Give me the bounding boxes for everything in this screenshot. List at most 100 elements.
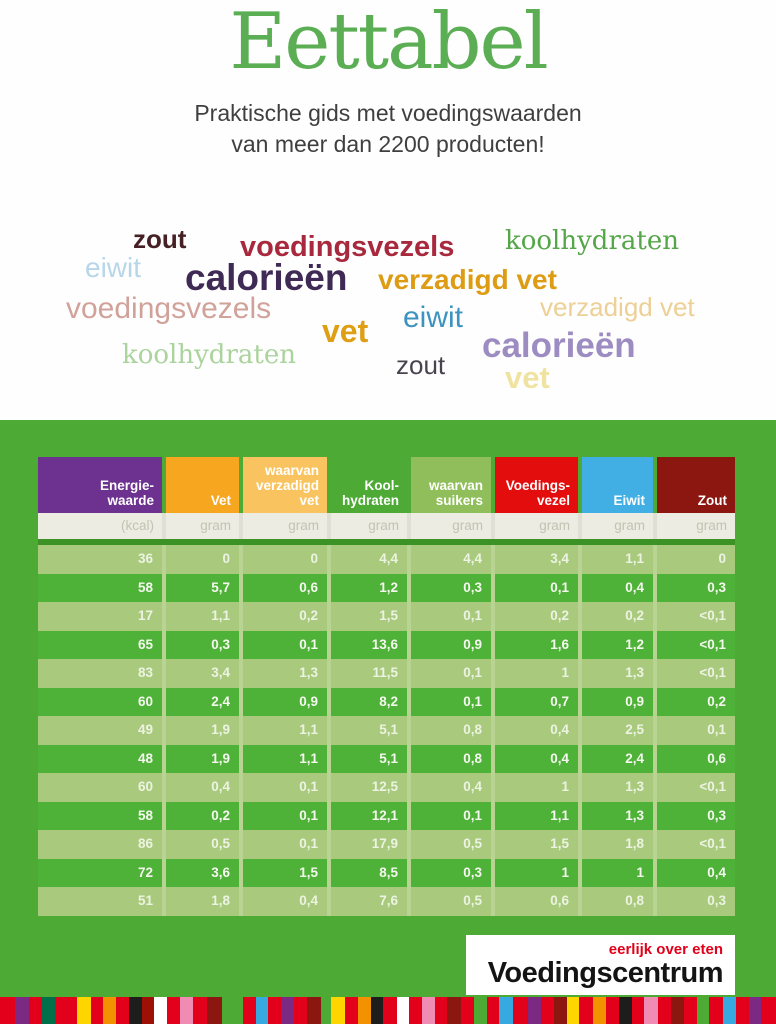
stripe	[421, 997, 435, 1024]
table-cell: 0,2	[243, 602, 327, 631]
table-cell: 72	[38, 858, 162, 887]
stripe	[735, 997, 749, 1024]
table-cell: 1,9	[166, 744, 239, 773]
table-cell: 0,1	[243, 801, 327, 830]
table-cell: 1,8	[582, 830, 653, 859]
stripe	[658, 997, 671, 1024]
stripe	[566, 997, 580, 1024]
subtitle-line-2: van meer dan 2200 producten!	[231, 130, 545, 157]
stripe	[331, 997, 346, 1024]
units-row: (kcal) gram gram gram gram gram gram gram	[38, 513, 735, 539]
table-cell: 3,6	[166, 858, 239, 887]
stripe	[408, 997, 422, 1024]
table-cell: 0,4	[495, 716, 578, 745]
column-header: Energie-waarde	[38, 457, 162, 513]
table-cell: 0,6	[495, 887, 578, 916]
table-cell: 51	[38, 887, 162, 916]
unit-cell: gram	[495, 513, 578, 539]
logo-tagline: eerlijk over eten	[608, 940, 723, 958]
word-cloud-word: zout	[396, 350, 446, 380]
table-cell: 0,1	[495, 573, 578, 602]
table-cell: 0,3	[657, 887, 735, 916]
unit-cell: gram	[243, 513, 327, 539]
stripe	[192, 997, 207, 1024]
stripe	[141, 997, 155, 1024]
word-cloud-word: verzadigd vet	[540, 292, 695, 322]
table-cell: 1	[582, 858, 653, 887]
stripe	[370, 997, 384, 1024]
table-cell: 1,5	[331, 602, 407, 631]
table-cell: 0,3	[657, 801, 735, 830]
table-cell: <0,1	[657, 830, 735, 859]
table-cell: <0,1	[657, 602, 735, 631]
table-cell: 1,9	[166, 716, 239, 745]
table-cell: 2,4	[582, 744, 653, 773]
stripe	[631, 997, 645, 1024]
green-table-panel: Energie-waarde Vet waarvan verzadigd vet Kool…	[0, 420, 776, 997]
table-cell: 0,1	[243, 830, 327, 859]
table-cell: 0,4	[243, 887, 327, 916]
table-cell: 0,4	[582, 573, 653, 602]
stripe	[683, 997, 697, 1024]
table-cell: 86	[38, 830, 162, 859]
stripe	[541, 997, 554, 1024]
table-cell: 0,3	[411, 858, 491, 887]
table-cell: 1,1	[166, 602, 239, 631]
stripe	[473, 997, 487, 1024]
table-cell: 1	[495, 858, 578, 887]
table-cell: 1,2	[582, 630, 653, 659]
table-row: 83 3,4 1,3 11,5 0,1 1 1,3 <0,1	[38, 659, 735, 688]
table-cell: <0,1	[657, 630, 735, 659]
table-cell: 0,1	[411, 801, 491, 830]
table-cell: 0,1	[243, 630, 327, 659]
word-cloud-word: eiwit	[85, 252, 142, 283]
column-header: Voedings-vezel	[495, 457, 578, 513]
table-cell: 2,4	[166, 687, 239, 716]
table-cell: 58	[38, 801, 162, 830]
word-cloud-word: voedingsvezels	[66, 292, 272, 325]
table-cell: 1,3	[582, 659, 653, 688]
table-row: 36 0 0 4,4 4,4 3,4 1,1 0	[38, 545, 735, 574]
table-cell: 0	[657, 545, 735, 574]
unit-cell: gram	[166, 513, 239, 539]
stripe	[761, 997, 776, 1024]
stripe	[499, 997, 514, 1024]
stripe	[281, 997, 294, 1024]
stripe	[447, 997, 462, 1024]
stripe	[670, 997, 684, 1024]
stripe	[179, 997, 193, 1024]
table-cell: 17	[38, 602, 162, 631]
word-cloud-word: koolhydraten	[505, 226, 679, 256]
stripe	[397, 997, 409, 1024]
table-cell: <0,1	[657, 773, 735, 802]
stripe	[553, 997, 567, 1024]
table-cell: 5,1	[331, 716, 407, 745]
table-cell: 1	[495, 773, 578, 802]
table-cell: 1,3	[582, 773, 653, 802]
table-cell: 60	[38, 687, 162, 716]
table-cell: 0,2	[495, 602, 578, 631]
table-cell: 48	[38, 744, 162, 773]
stripe	[383, 997, 398, 1024]
table-cell: 49	[38, 716, 162, 745]
stripe	[345, 997, 358, 1024]
table-row: 60 0,4 0,1 12,5 0,4 1 1,3 <0,1	[38, 773, 735, 802]
stripe	[709, 997, 724, 1024]
word-cloud-word: zout	[133, 224, 187, 254]
table-cell: 58	[38, 573, 162, 602]
voedingscentrum-logo: eerlijk over eten Voedingscentrum	[466, 935, 735, 995]
subtitle-line-1: Praktische gids met voedingswaarden	[194, 99, 582, 126]
nutrition-word-cloud: zout voedingsvezels koolhydraten eiwit calor…	[0, 0, 776, 420]
table-cell: 3,4	[166, 659, 239, 688]
stripe	[221, 997, 243, 1024]
stripe	[90, 997, 104, 1024]
table-cell: 0,7	[495, 687, 578, 716]
stripe	[268, 997, 282, 1024]
table-cell: 11,5	[331, 659, 407, 688]
word-cloud-word: calorieën	[185, 257, 348, 298]
table-row: 51 1,8 0,4 7,6 0,5 0,6 0,8 0,3	[38, 887, 735, 916]
stripe	[618, 997, 632, 1024]
stripe	[28, 997, 42, 1024]
column-header: Eiwit	[582, 457, 653, 513]
stripe	[116, 997, 129, 1024]
